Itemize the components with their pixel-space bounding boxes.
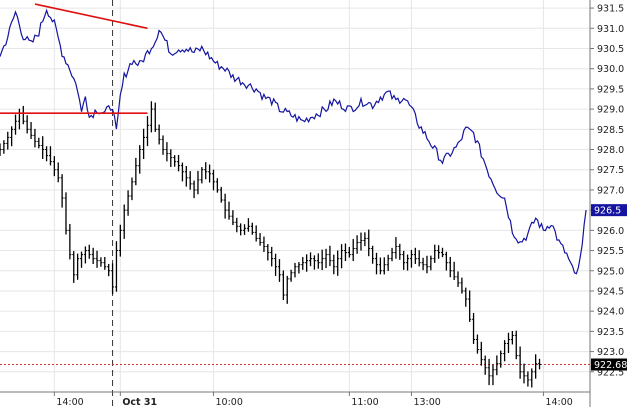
y-tick-label: 928.5 <box>597 125 624 136</box>
y-tick-label: 926.0 <box>597 226 624 237</box>
futures-bar-series <box>0 101 542 388</box>
y-tick-label: 931.5 <box>597 4 624 15</box>
index-line-path <box>0 8 587 275</box>
x-axis: 14:00 Oct 31 10:00 11:00 13:00 14:00 <box>0 391 590 407</box>
last-value-badges: 926.5 922.68 <box>591 204 627 371</box>
x-tick-label: 14:00 <box>545 397 572 407</box>
x-tick-label: 13:00 <box>413 397 440 407</box>
y-tick-label: 931.0 <box>597 24 624 35</box>
y-tick-label: 929.5 <box>597 84 624 95</box>
y-tick-label: 923.5 <box>597 327 624 338</box>
y-tick-label: 930.0 <box>597 64 624 75</box>
futures-last-value-badge-text: 922.68 <box>594 360 627 371</box>
y-tick-label: 928.0 <box>597 145 624 156</box>
x-tick-label: Oct 31 <box>122 397 157 407</box>
y-tick-label: 922.5 <box>597 367 624 378</box>
x-tick-label: 14:00 <box>56 397 83 407</box>
y-tick-label: 927.5 <box>597 165 624 176</box>
trendline-annotations <box>0 3 148 114</box>
y-tick-label: 925.5 <box>597 246 624 257</box>
x-tick-label: 10:00 <box>215 397 242 407</box>
grid-lines <box>0 0 590 392</box>
futures-last-value-badge-bg <box>591 358 627 371</box>
trendline <box>34 3 148 30</box>
y-tick-label: 924.5 <box>597 286 624 297</box>
y-tick-label: 930.5 <box>597 44 624 55</box>
index-last-value-badge-text: 926.5 <box>594 206 621 217</box>
x-tick-label: 11:00 <box>351 397 378 407</box>
index-last-value-badge-bg <box>591 204 627 217</box>
y-tick-label: 923.0 <box>597 347 624 358</box>
y-tick-label: 924.0 <box>597 307 624 318</box>
y-tick-label: 929.0 <box>597 105 624 116</box>
y-tick-label: 925.0 <box>597 266 624 277</box>
index-line-series <box>0 8 587 275</box>
y-tick-label: 927.0 <box>597 185 624 196</box>
y-axis: 922.5 923.0 923.5 924.0 924.5 925.0 925.5 926.0… <box>589 0 624 407</box>
